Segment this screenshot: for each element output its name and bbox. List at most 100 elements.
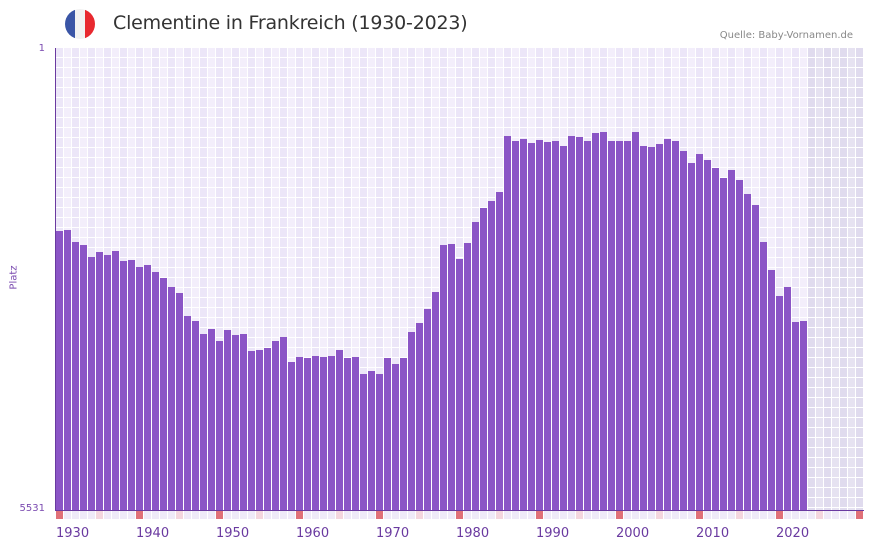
bar-1999[interactable] [608, 141, 615, 510]
bar-1943[interactable] [160, 278, 167, 510]
bar-1944[interactable] [168, 287, 175, 510]
bar-1953[interactable] [240, 334, 247, 510]
bar-1987[interactable] [512, 141, 519, 510]
year-marker [336, 511, 343, 519]
bar-1995[interactable] [576, 137, 583, 510]
bar-1972[interactable] [392, 364, 399, 510]
bar-2020[interactable] [776, 295, 783, 510]
bar-2002[interactable] [632, 132, 639, 510]
bar-2009[interactable] [688, 162, 695, 510]
bar-1939[interactable] [128, 259, 135, 510]
bar-1951[interactable] [224, 330, 231, 510]
bar-1958[interactable] [280, 336, 287, 510]
year-marker [544, 511, 551, 519]
bar-1941[interactable] [144, 264, 151, 510]
bar-1971[interactable] [384, 357, 391, 510]
bar-2022[interactable] [792, 321, 799, 510]
bar-2011[interactable] [704, 159, 711, 510]
bar-1931[interactable] [64, 230, 71, 510]
bar-1938[interactable] [120, 260, 127, 510]
bar-1946[interactable] [184, 316, 191, 510]
bar-2001[interactable] [624, 141, 631, 510]
bar-1965[interactable] [336, 350, 343, 510]
bar-1963[interactable] [320, 356, 327, 510]
bar-2019[interactable] [768, 269, 775, 510]
bar-1949[interactable] [208, 329, 215, 510]
bar-2015[interactable] [736, 180, 743, 510]
bar-1954[interactable] [248, 351, 255, 510]
bar-1957[interactable] [272, 340, 279, 510]
source-link[interactable]: Quelle: Baby-Vornamen.de [719, 30, 853, 41]
bar-1947[interactable] [192, 321, 199, 510]
bar-1942[interactable] [152, 271, 159, 510]
bar-1988[interactable] [520, 139, 527, 510]
bar-2018[interactable] [760, 242, 767, 510]
bar-2010[interactable] [696, 153, 703, 510]
bar-1979[interactable] [448, 243, 455, 510]
bar-1982[interactable] [472, 222, 479, 510]
bar-1968[interactable] [360, 374, 367, 510]
bar-1970[interactable] [376, 374, 383, 510]
bar-1945[interactable] [176, 292, 183, 510]
bar-1975[interactable] [416, 323, 423, 510]
bar-1981[interactable] [464, 242, 471, 510]
bar-2007[interactable] [672, 141, 679, 510]
bar-1961[interactable] [304, 357, 311, 510]
bar-1989[interactable] [528, 143, 535, 510]
bar-1978[interactable] [440, 244, 447, 510]
bar-1993[interactable] [560, 146, 567, 510]
bar-2000[interactable] [616, 141, 623, 510]
bar-1937[interactable] [112, 250, 119, 510]
bar-2008[interactable] [680, 150, 687, 510]
bar-1966[interactable] [344, 357, 351, 510]
bar-1936[interactable] [104, 254, 111, 510]
bar-1933[interactable] [80, 244, 87, 510]
bar-1990[interactable] [536, 140, 543, 510]
bar-1950[interactable] [216, 340, 223, 510]
bar-1934[interactable] [88, 256, 95, 510]
bar-1980[interactable] [456, 258, 463, 510]
bar-1985[interactable] [496, 192, 503, 510]
bar-2021[interactable] [784, 287, 791, 510]
x-tick-1930: 1930 [56, 526, 90, 541]
bar-1964[interactable] [328, 355, 335, 510]
bar-1976[interactable] [424, 308, 431, 510]
bar-2016[interactable] [744, 194, 751, 510]
bar-1994[interactable] [568, 136, 575, 510]
year-marker [232, 511, 239, 519]
bar-2023[interactable] [800, 321, 807, 510]
bar-1962[interactable] [312, 355, 319, 510]
bar-1930[interactable] [56, 231, 63, 510]
bar-2004[interactable] [648, 147, 655, 510]
bar-1983[interactable] [480, 207, 487, 510]
bar-1967[interactable] [352, 356, 359, 510]
bar-1960[interactable] [296, 356, 303, 510]
bar-1969[interactable] [368, 371, 375, 510]
bar-1935[interactable] [96, 251, 103, 510]
bar-2013[interactable] [720, 178, 727, 510]
bar-2014[interactable] [728, 169, 735, 510]
bar-2017[interactable] [752, 204, 759, 510]
bar-1984[interactable] [488, 200, 495, 510]
bar-1932[interactable] [72, 242, 79, 510]
bar-2003[interactable] [640, 146, 647, 510]
bar-2005[interactable] [656, 144, 663, 510]
bar-1977[interactable] [432, 291, 439, 510]
bar-2006[interactable] [664, 139, 671, 510]
bar-2012[interactable] [712, 167, 719, 510]
bar-1996[interactable] [584, 141, 591, 510]
bar-1973[interactable] [400, 357, 407, 510]
bar-1991[interactable] [544, 142, 551, 510]
bar-1998[interactable] [600, 132, 607, 510]
bar-1956[interactable] [264, 348, 271, 510]
year-marker [800, 511, 807, 519]
bar-1952[interactable] [232, 334, 239, 510]
bar-1997[interactable] [592, 133, 599, 510]
bar-1955[interactable] [256, 350, 263, 510]
bar-1974[interactable] [408, 332, 415, 510]
bar-1940[interactable] [136, 266, 143, 510]
bar-1986[interactable] [504, 136, 511, 510]
bar-1992[interactable] [552, 141, 559, 510]
bar-1948[interactable] [200, 334, 207, 510]
bar-1959[interactable] [288, 361, 295, 510]
